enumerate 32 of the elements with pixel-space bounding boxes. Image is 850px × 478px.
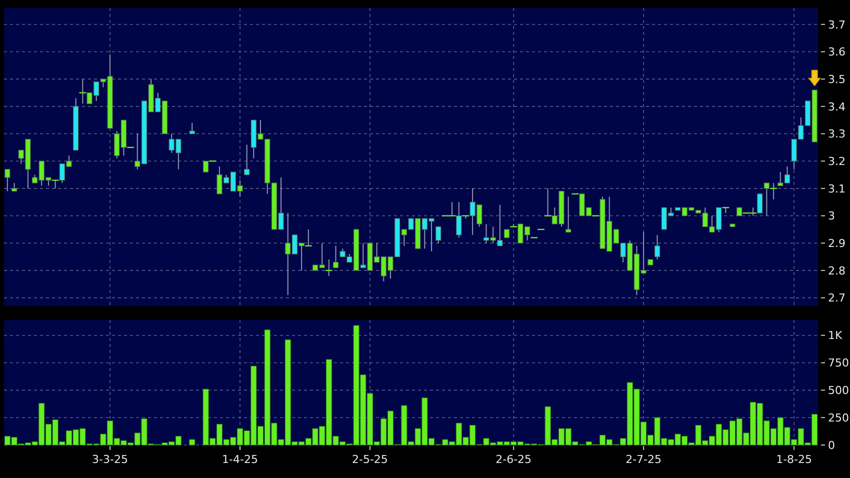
y-tick-label: 1K — [828, 329, 843, 342]
candlestick — [456, 202, 462, 238]
candlestick — [4, 168, 10, 192]
y-tick-label: 2.8 — [828, 264, 846, 278]
y-tick-label: 3 — [828, 210, 835, 223]
y-tick-label: 750 — [828, 356, 849, 370]
candlestick — [566, 196, 572, 233]
candlestick — [244, 144, 250, 176]
y-tick-label: 3.3 — [828, 128, 846, 141]
x-tick-label: 1-4-25 — [222, 453, 258, 466]
candlestick — [436, 226, 442, 244]
x-tick-label: 2-6-25 — [496, 453, 532, 466]
y-tick-label: 3.2 — [828, 154, 846, 168]
candlestick — [332, 245, 339, 268]
x-tick-label: 3-3-25 — [92, 453, 128, 466]
x-tick-label: 2-5-25 — [352, 453, 388, 466]
bar — [189, 439, 196, 446]
y-tick-label: 3.5 — [828, 72, 846, 86]
y-tick-label: 3.7 — [828, 18, 846, 32]
y-tick-label: 500 — [828, 384, 849, 398]
candlestick — [654, 234, 660, 260]
y-tick-label: 2.9 — [828, 236, 846, 250]
y-tick-label: 3.4 — [828, 100, 846, 114]
candlestick — [757, 194, 763, 214]
y-tick-label: 0 — [828, 438, 835, 452]
x-tick-label: 1-8-25 — [776, 453, 812, 466]
y-tick-label: 250 — [828, 411, 849, 424]
x-tick-label: 2-7-25 — [626, 453, 662, 466]
y-tick-label: 2.7 — [828, 292, 846, 305]
candlestick — [189, 122, 195, 134]
y-tick-label: 3.6 — [828, 46, 846, 59]
y-tick-label: 3.1 — [828, 182, 846, 196]
